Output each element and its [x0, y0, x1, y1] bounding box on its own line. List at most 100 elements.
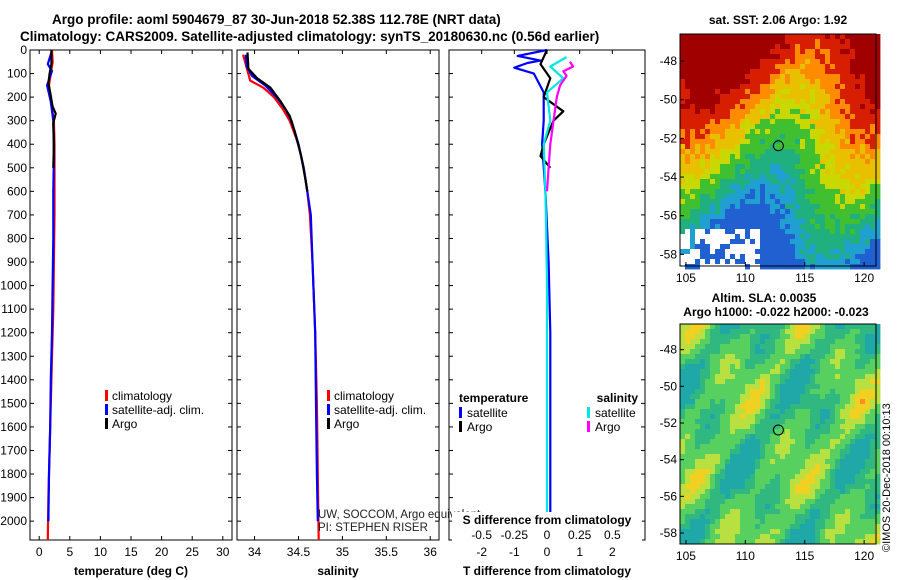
sla_map-xtick-label: 120	[854, 549, 874, 563]
temperature-legend-swatch	[105, 418, 108, 429]
salinity-legend-swatch	[327, 418, 330, 429]
sst_map-argo-location-marker	[772, 140, 784, 152]
salinity-series-climatology	[242, 54, 320, 541]
sla_map-ytick-label: -50	[660, 379, 678, 393]
difference-xlabel: T difference from climatology	[463, 564, 631, 578]
legend-salinity-label: Argo	[595, 420, 621, 434]
temperature-legend-label: satellite-adj. clim.	[112, 403, 204, 417]
depth-tick-label: 1400	[0, 373, 27, 387]
sst_map-ytick-label: -50	[660, 93, 678, 107]
difference-series-salinity-argo	[545, 61, 575, 192]
salinity-legend-label: satellite-adj. clim.	[334, 403, 426, 417]
sst_map-frame	[679, 33, 877, 267]
temperature-legend-swatch	[105, 390, 108, 401]
legend-salinity-title: salinity	[597, 391, 639, 405]
depth-tick-label: 800	[7, 231, 27, 245]
depth-tick-label: 600	[7, 184, 27, 198]
sla_map-ytick-label: -58	[660, 526, 678, 540]
temperature-xtick-label: 10	[94, 545, 108, 559]
temperature-xtick-label: 25	[186, 545, 200, 559]
salinity-series-argo	[246, 52, 309, 192]
depth-tick-label: 200	[7, 90, 27, 104]
depth-tick-label: 2000	[0, 514, 27, 528]
sla_map-xtick-label: 115	[795, 549, 814, 563]
difference-top-tick-label: -0.5	[471, 528, 492, 542]
difference-series-salinity-satellite	[542, 56, 568, 522]
depth-tick-label: 1600	[0, 420, 27, 434]
salinity-frame	[236, 49, 440, 541]
imos-timestamp: ©IMOS 20-Dec-2018 00:10:13	[881, 403, 893, 552]
sla_map-ytick-label: -56	[660, 489, 678, 503]
chart-title-line1: Argo profile: aoml 5904679_87 30-Jun-201…	[52, 12, 501, 27]
sst_map-ytick-label: -48	[660, 54, 678, 68]
sla-map-title-line1: Altim. SLA: 0.0035	[712, 291, 817, 305]
salinity-xtick-label: 35.5	[375, 545, 399, 559]
difference-top-label-bg	[452, 512, 642, 542]
salinity-annotation: UW, SOCCOM, Argo equivalent	[318, 509, 481, 521]
depth-tick-label: 1900	[0, 491, 27, 505]
depth-tick-label: 1800	[0, 467, 27, 481]
salinity-legend-swatch	[327, 390, 330, 401]
temperature-xtick-label: 15	[124, 545, 138, 559]
sla_map-argo-location-marker	[772, 424, 784, 436]
depth-tick-label: 1000	[0, 279, 27, 293]
difference-xtick-label: 1	[576, 545, 583, 559]
sst_map-ytick-label: -52	[660, 131, 678, 145]
sst_map-ytick-label: -56	[660, 209, 678, 223]
depth-tick-label: 900	[7, 255, 27, 269]
legend-temperature-label: Argo	[467, 420, 493, 434]
legend-temperature-label: satellite	[467, 406, 508, 420]
legend-temperature-title: temperature	[459, 391, 529, 405]
difference-top-tick-label: 0.5	[604, 528, 621, 542]
salinity-xtick-label: 34	[248, 545, 262, 559]
depth-tick-label: 1100	[1, 302, 27, 316]
temperature-legend-swatch	[105, 404, 108, 415]
sla_map-frame	[679, 323, 877, 545]
depth-tick-label: 700	[7, 208, 27, 222]
sst_map-ytick-label: -54	[660, 170, 678, 184]
temperature-series-argo	[47, 50, 57, 168]
temperature-xtick-label: 30	[216, 545, 230, 559]
sla_map-xtick-label: 110	[736, 549, 755, 563]
sla_map-ytick-label: -52	[660, 416, 678, 430]
difference-xtick-label: 2	[609, 545, 616, 559]
salinity-series-satellite-adj-clim-	[244, 54, 319, 522]
depth-tick-label: 300	[7, 114, 27, 128]
legend-temperature-swatch	[459, 407, 462, 418]
sst_map-xtick-label: 105	[676, 271, 696, 285]
sst_map-xtick-label: 115	[795, 271, 814, 285]
depth-tick-label: 1500	[0, 396, 27, 410]
difference-xtick-label: 0	[544, 545, 551, 559]
sla_map-heatmap	[680, 324, 881, 545]
legend-salinity-swatch	[587, 421, 590, 432]
temperature-frame	[29, 49, 233, 541]
salinity-xlabel: salinity	[317, 564, 359, 578]
legend-temperature-swatch	[459, 421, 462, 432]
sst_map-xtick-label: 120	[854, 271, 874, 285]
sla_map-ytick-label: -54	[660, 453, 678, 467]
legend-salinity-swatch	[587, 407, 590, 418]
chart-title-line2: Climatology: CARS2009. Satellite-adjuste…	[20, 29, 600, 44]
salinity-legend-label: Argo	[334, 417, 360, 431]
salinity-xtick-label: 34.5	[287, 545, 311, 559]
temperature-legend-label: Argo	[112, 417, 138, 431]
depth-tick-label: 1300	[0, 349, 27, 363]
salinity-xtick-label: 35	[336, 545, 350, 559]
difference-series-temperature-argo	[539, 49, 565, 169]
sla_map-xtick-label: 105	[676, 549, 696, 563]
depth-tick-label: 500	[7, 161, 27, 175]
difference-top-tick-label: 0	[544, 528, 551, 542]
sst_map-ytick-label: -58	[660, 247, 678, 261]
difference-top-tick-label: -0.25	[501, 528, 529, 542]
salinity-legend-swatch	[327, 404, 330, 415]
sla-map-title-line2: Argo h1000: -0.022 h2000: -0.023	[683, 305, 869, 319]
depth-tick-label: 1700	[0, 443, 27, 457]
salinity-legend-label: climatology	[334, 389, 394, 403]
depth-tick-label: 0	[20, 43, 27, 57]
difference-top-xlabel: S difference from climatology	[463, 513, 632, 527]
depth-tick-label: 400	[7, 137, 27, 151]
difference-series-temperature-satellite	[513, 48, 552, 522]
temperature-xlabel: temperature (deg C)	[74, 564, 188, 578]
temperature-xtick-label: 0	[36, 545, 43, 559]
difference-top-tick-label: 0.25	[568, 528, 592, 542]
